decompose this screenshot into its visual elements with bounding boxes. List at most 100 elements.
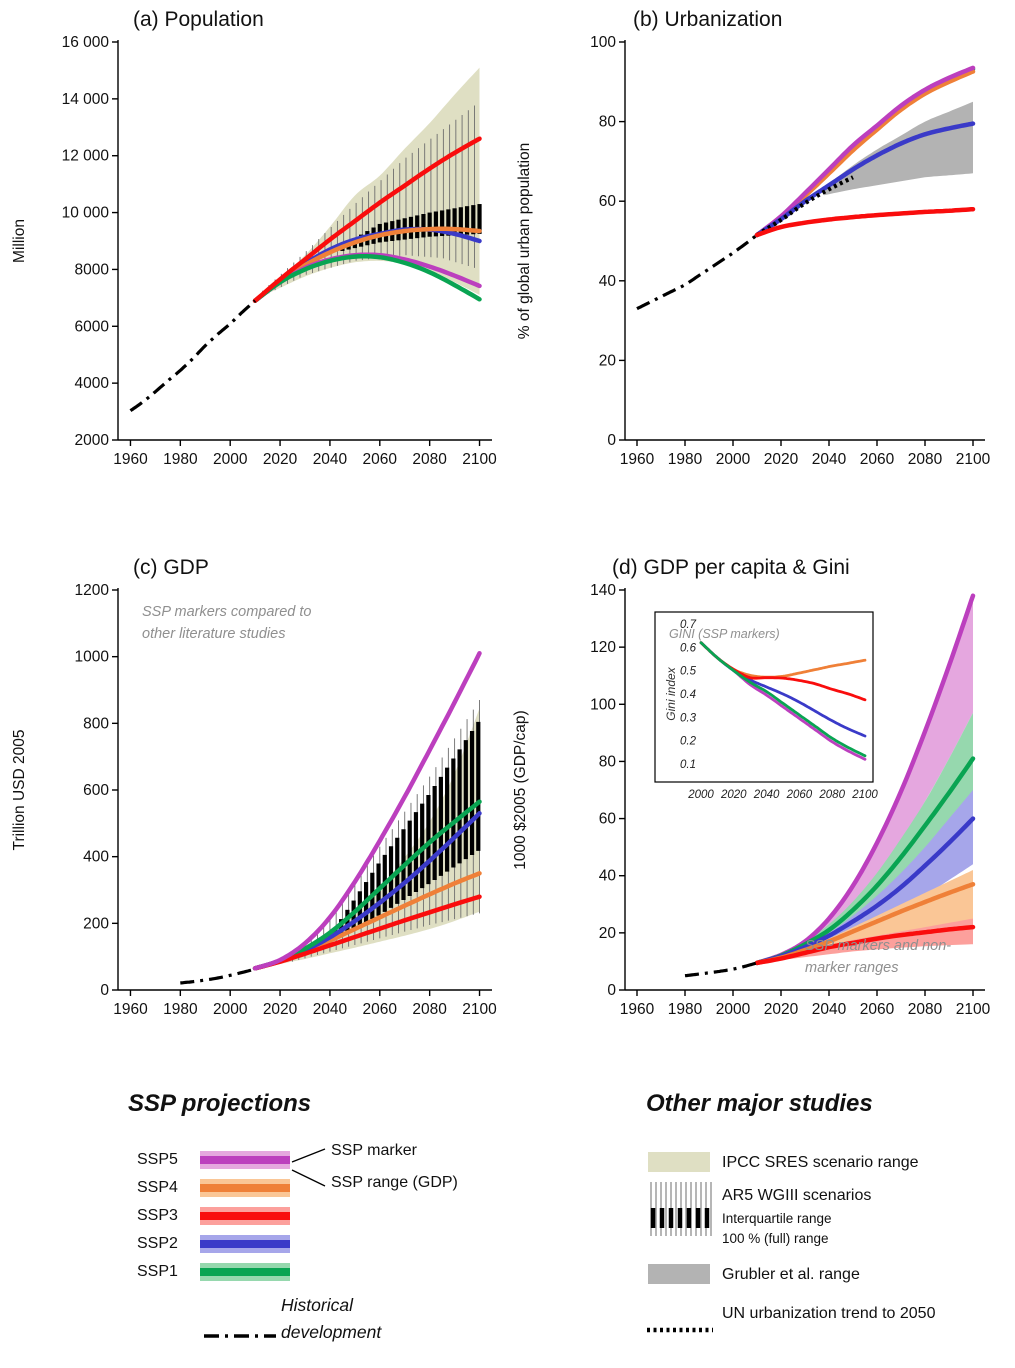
gini-x-tick-label: 2060 xyxy=(786,789,813,801)
gdp-chart: 1960 1980 2000 2020 2040 2060 2080 2100 0 200 400 6… xyxy=(11,582,497,1018)
series-ssp3 xyxy=(754,206,976,238)
y-tick-label: 20 xyxy=(599,925,617,942)
legend-ssp1-label: SSP1 xyxy=(137,1263,178,1280)
series-ssp5 xyxy=(754,65,976,238)
gdp-per-capita-gini-chart: 1960 1980 2000 2020 2040 2060 2080 210002040608… xyxy=(512,582,991,1018)
gini-x-tick-label: 2040 xyxy=(753,789,780,801)
gini-inset-title: GINI (SSP markers) xyxy=(669,627,780,641)
legend-un-label: UN urbanization trend to 2050 xyxy=(722,1305,936,1322)
y-tick-label: 0 xyxy=(607,432,616,449)
x-tick-label: 2000 xyxy=(213,451,248,468)
legend-ssp1-marker-stripe xyxy=(200,1268,290,1276)
legend-other-title: Other major studies xyxy=(646,1090,873,1117)
x-tick-label: 2080 xyxy=(908,451,943,468)
x-tick-label: 1960 xyxy=(620,1001,655,1018)
y-tick-label: 16 000 xyxy=(62,34,110,51)
y-tick-label: 14 000 xyxy=(62,91,110,108)
y-tick-label: 10 000 xyxy=(62,205,110,222)
x-tick-label: 1980 xyxy=(668,1001,703,1018)
band-grubler-et-al-range xyxy=(824,101,973,196)
legend-ssp5-marker-stripe xyxy=(200,1156,290,1164)
gini-x-tick-label: 2000 xyxy=(687,789,714,801)
gini-x-tick-label: 2020 xyxy=(720,789,747,801)
series-ssp2 xyxy=(754,121,976,238)
legend-ssp1-swatch xyxy=(200,1263,290,1281)
legend-ar5-label: AR5 WGIII scenarios xyxy=(722,1187,872,1204)
y-tick-label: 140 xyxy=(590,582,616,599)
y-axis-title: % of global urban population xyxy=(516,143,533,339)
un-trend-symbol xyxy=(647,1327,713,1333)
legend-ssp4-swatch xyxy=(200,1179,290,1197)
series-ssp1 xyxy=(252,254,482,303)
series-historical-development xyxy=(636,233,758,311)
y-tick-label: 120 xyxy=(590,639,616,656)
annotation: SSP markers compared to xyxy=(142,604,312,620)
gini-series-ssp1 xyxy=(699,641,867,758)
legend-ssp-title: SSP projections xyxy=(128,1090,312,1117)
x-tick-label: 1980 xyxy=(163,451,198,468)
legend-ssp-marker-label: SSP marker xyxy=(331,1142,417,1159)
gini-y-tick-label: 0.7 xyxy=(680,619,697,631)
grubler-range-swatch xyxy=(648,1264,710,1284)
y-tick-label: 100 xyxy=(590,696,616,713)
legend-ssp2-swatch xyxy=(200,1235,290,1253)
legend-ssp-range-label: SSP range (GDP) xyxy=(331,1174,458,1191)
y-tick-label: 400 xyxy=(83,849,109,866)
y-tick-label: 1000 xyxy=(75,649,110,666)
legend-ssp2-label: SSP2 xyxy=(137,1235,178,1252)
x-tick-label: 2060 xyxy=(363,451,398,468)
panel-b-title: (b) Urbanization xyxy=(633,8,783,31)
panel-a-title: (a) Population xyxy=(133,8,264,31)
x-tick-label: 2040 xyxy=(313,1001,348,1018)
gini-inset-box xyxy=(654,611,874,783)
y-axis-title: 1000 $2005 (GDP/cap) xyxy=(512,710,529,869)
x-tick-label: 2000 xyxy=(716,451,751,468)
legend-ar5-interquartile-label: Interquartile range xyxy=(722,1211,832,1226)
legend-ssp4-marker-stripe xyxy=(200,1184,290,1192)
x-tick-label: 2100 xyxy=(956,451,991,468)
gini-x-tick-label: 2100 xyxy=(851,789,878,801)
series-historical-development xyxy=(179,967,256,985)
gini-y-tick-label: 0.2 xyxy=(680,736,697,748)
y-tick-label: 60 xyxy=(599,193,617,210)
x-tick-label: 1960 xyxy=(113,1001,148,1018)
annotation: marker ranges xyxy=(805,960,898,976)
y-tick-label: 80 xyxy=(599,753,617,770)
gini-y-tick-label: 0.5 xyxy=(680,666,697,678)
urbanization-chart: 1960 1980 2000 2020 2040 2060 2080 210002040608… xyxy=(516,34,991,468)
x-tick-label: 2100 xyxy=(956,1001,991,1018)
gini-x-tick-label: 2080 xyxy=(818,789,845,801)
x-tick-label: 2100 xyxy=(462,1001,497,1018)
panel-d-title: (d) GDP per capita & Gini xyxy=(612,556,850,579)
annotation: other literature studies xyxy=(142,626,285,642)
ssp-callout-lines xyxy=(291,1148,326,1187)
band-ssp4-range xyxy=(757,870,973,963)
x-tick-label: 2100 xyxy=(462,451,497,468)
series-historical-development xyxy=(684,961,758,978)
y-tick-label: 200 xyxy=(83,915,109,932)
gini-y-tick-label: 0.1 xyxy=(680,759,696,771)
legend-historical-label: Historical development xyxy=(281,1295,382,1343)
y-tick-label: 6000 xyxy=(75,318,110,335)
y-tick-label: 8000 xyxy=(75,261,110,278)
x-tick-label: 2080 xyxy=(908,1001,943,1018)
x-tick-label: 2060 xyxy=(860,451,895,468)
x-tick-label: 2040 xyxy=(313,451,348,468)
panel-c-title: (c) GDP xyxy=(133,556,209,579)
y-tick-label: 40 xyxy=(599,273,617,290)
gini-y-tick-label: 0.4 xyxy=(680,689,696,701)
x-tick-label: 2020 xyxy=(764,1001,799,1018)
series-ssp5 xyxy=(252,651,482,971)
x-tick-label: 2040 xyxy=(812,451,847,468)
series-ssp3 xyxy=(252,894,482,971)
y-tick-label: 40 xyxy=(599,868,617,885)
y-tick-label: 4000 xyxy=(75,375,110,392)
legend-ssp3-marker-stripe xyxy=(200,1212,290,1220)
x-tick-label: 2080 xyxy=(412,451,447,468)
legend-ssp5-swatch xyxy=(200,1151,290,1169)
legend-ssp5-label: SSP5 xyxy=(137,1151,178,1168)
annotation: SSP markers and non- xyxy=(805,938,951,954)
legend-ssp3-label: SSP3 xyxy=(137,1207,178,1224)
y-tick-label: 0 xyxy=(100,982,109,999)
